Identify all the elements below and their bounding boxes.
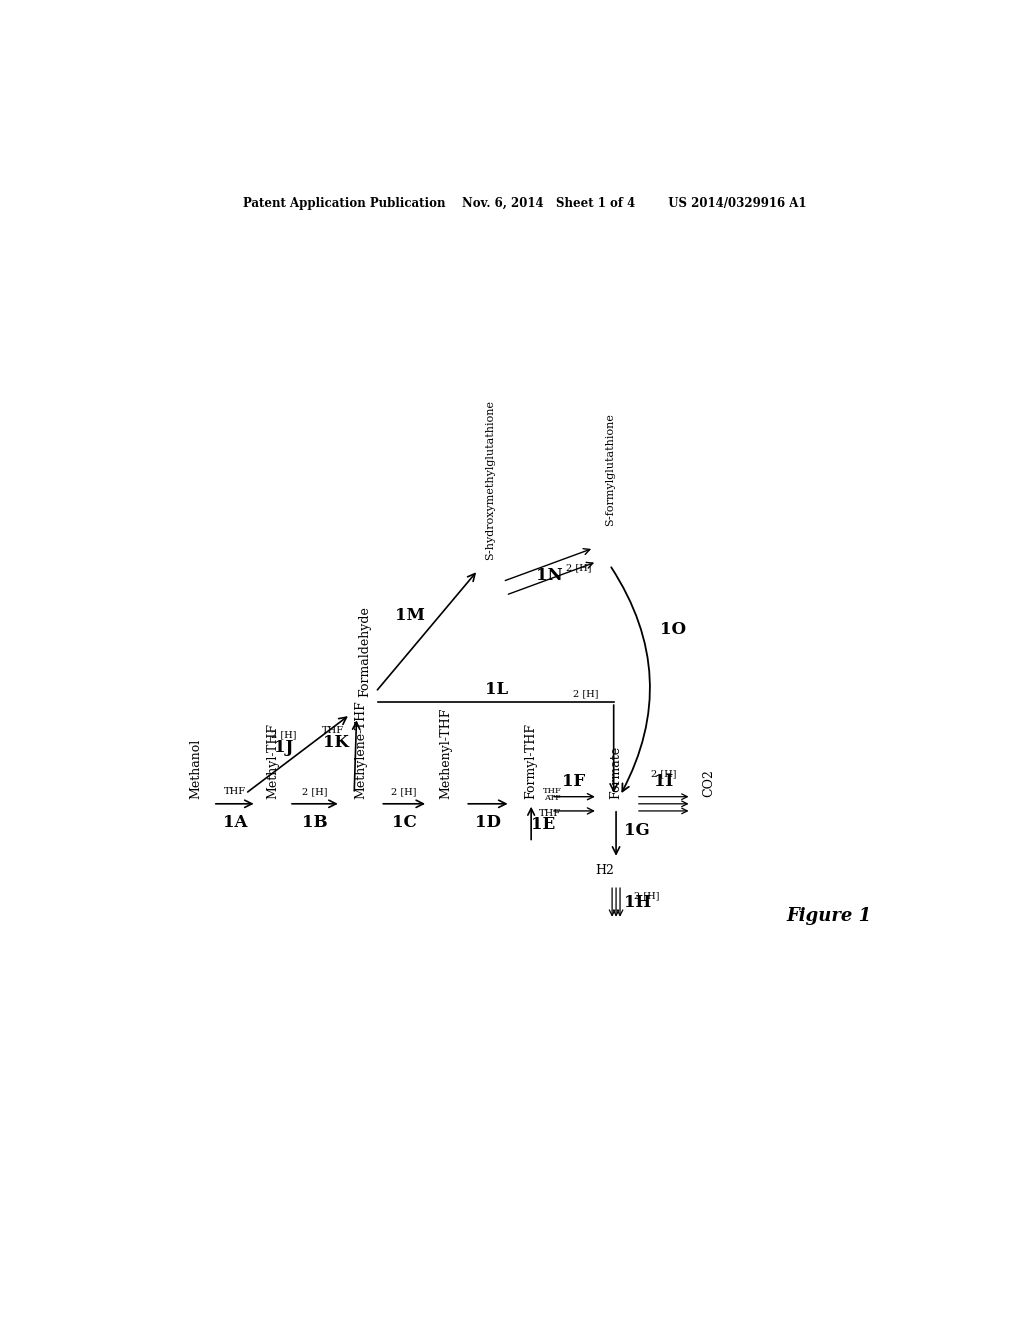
Text: 1J: 1J <box>273 739 293 756</box>
Text: 1H: 1H <box>624 894 651 911</box>
Text: 2 [H]: 2 [H] <box>270 730 296 739</box>
Text: 1A: 1A <box>223 813 248 830</box>
Text: Methenyl-THF: Methenyl-THF <box>439 708 452 799</box>
Text: S-formylglutathione: S-formylglutathione <box>605 413 614 527</box>
Text: ATP: ATP <box>544 793 561 801</box>
Text: 2 [H]: 2 [H] <box>391 787 417 796</box>
Text: 1D: 1D <box>475 813 502 830</box>
Text: 1B: 1B <box>302 813 328 830</box>
Text: THF: THF <box>543 787 562 795</box>
Text: Figure 1: Figure 1 <box>786 907 871 924</box>
Text: Methyl-THF: Methyl-THF <box>266 723 280 799</box>
Text: THF: THF <box>224 787 246 796</box>
Text: 1C: 1C <box>392 813 417 830</box>
Text: 1M: 1M <box>395 607 425 624</box>
Text: 2 [H]: 2 [H] <box>302 787 328 796</box>
Text: 2 [H]: 2 [H] <box>651 768 677 777</box>
Text: 1K: 1K <box>323 734 348 751</box>
Text: THF: THF <box>539 809 561 818</box>
Text: 1N: 1N <box>537 566 563 583</box>
Text: H2: H2 <box>596 865 614 876</box>
Text: Formaldehyde: Formaldehyde <box>358 606 371 697</box>
Text: 2 [H]: 2 [H] <box>634 891 659 900</box>
Text: THF: THF <box>322 726 344 735</box>
Text: 1I: 1I <box>654 774 674 789</box>
Text: 1E: 1E <box>531 816 555 833</box>
Text: 1F: 1F <box>562 774 586 789</box>
Text: S-hydroxymethylglutathione: S-hydroxymethylglutathione <box>485 400 495 560</box>
Text: Formyl-THF: Formyl-THF <box>524 723 537 799</box>
Text: 1G: 1G <box>624 822 650 838</box>
Text: Methylene-THF: Methylene-THF <box>354 700 367 799</box>
Text: Patent Application Publication    Nov. 6, 2014   Sheet 1 of 4        US 2014/032: Patent Application Publication Nov. 6, 2… <box>243 197 807 210</box>
Text: 1L: 1L <box>484 681 508 698</box>
Text: Formate: Formate <box>609 746 623 799</box>
Text: CO2: CO2 <box>702 768 716 797</box>
Text: 2 [H]: 2 [H] <box>573 689 599 698</box>
Text: 2 [H]: 2 [H] <box>565 564 591 573</box>
Text: 1O: 1O <box>660 620 686 638</box>
Text: Methanol: Methanol <box>189 738 202 799</box>
